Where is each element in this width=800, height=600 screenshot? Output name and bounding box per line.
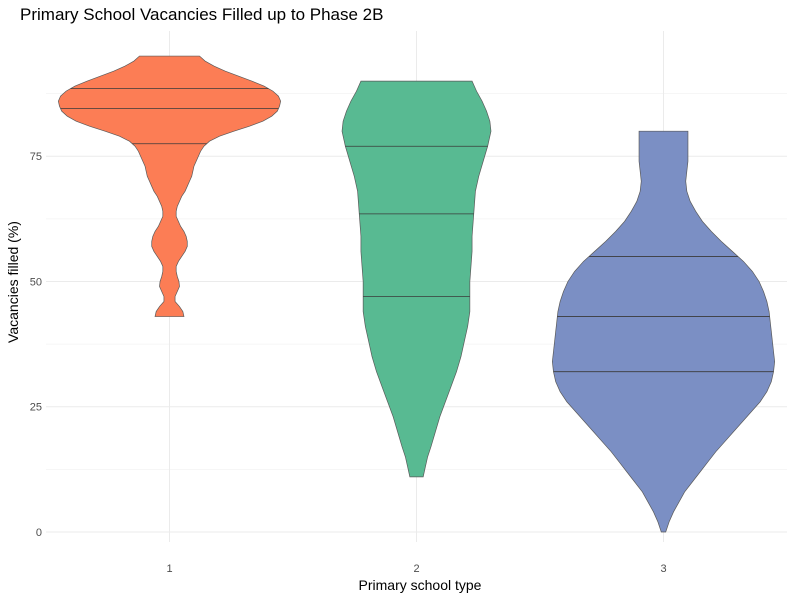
violins (57, 55, 776, 533)
x-tick-label: 2 (413, 563, 419, 575)
violin-3 (551, 130, 776, 533)
x-tick-label: 1 (166, 563, 172, 575)
y-axis-title: Vacancies filled (%) (5, 221, 21, 343)
y-axis: 0 25 50 75 (30, 151, 42, 539)
y-tick-label: 0 (36, 527, 42, 539)
violin-1 (57, 55, 282, 317)
y-tick-label: 75 (30, 151, 42, 163)
x-axis: 1 2 3 (166, 563, 666, 575)
y-tick-label: 50 (30, 276, 42, 288)
y-tick-label: 25 (30, 402, 42, 414)
chart-title: Primary School Vacancies Filled up to Ph… (20, 5, 383, 24)
x-tick-label: 3 (660, 563, 666, 575)
x-axis-title: Primary school type (359, 577, 482, 593)
violin-2 (341, 80, 492, 478)
